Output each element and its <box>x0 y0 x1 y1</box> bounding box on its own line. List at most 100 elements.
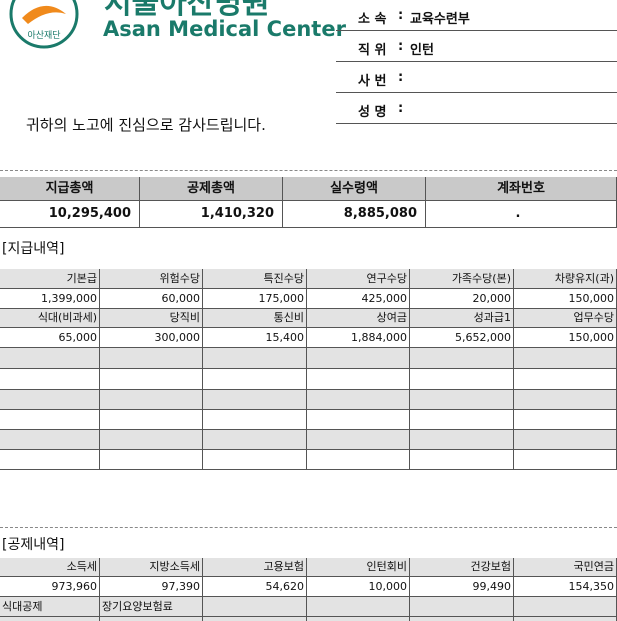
item-value: 65,000 <box>0 328 100 348</box>
summary-header: 공제총액 <box>140 177 283 201</box>
logo-foundation: 아산재단 <box>27 30 60 41</box>
item-value: 5,652,000 <box>410 328 514 348</box>
info-label: 성 명 <box>358 105 387 120</box>
info-line <box>336 30 617 31</box>
info-line <box>336 123 617 124</box>
section-title: [지급내역] <box>2 241 65 257</box>
summary-header: 실수령액 <box>283 177 426 201</box>
empty-cell <box>307 348 410 369</box>
item-value: 1,884,000 <box>307 328 410 348</box>
item-value: 973,960 <box>0 577 100 597</box>
empty-cell <box>410 450 514 470</box>
summary-header: 지급총액 <box>0 177 140 201</box>
empty-cell <box>514 369 617 390</box>
empty-cell <box>0 617 100 621</box>
item-value: 54,620 <box>203 577 307 597</box>
item-label: 기본급 <box>0 269 100 289</box>
item-label: 가족수당(본) <box>410 269 514 289</box>
item-value: 150,000 <box>514 328 617 348</box>
item-label: 위험수당 <box>100 269 203 289</box>
empty-cell <box>203 410 307 430</box>
item-value: 425,000 <box>307 289 410 309</box>
empty-cell <box>307 430 410 450</box>
item-label: 건강보험 <box>410 558 514 577</box>
empty-cell <box>100 369 203 390</box>
empty-cell <box>203 597 307 617</box>
empty-cell <box>100 348 203 369</box>
info-label: 직 위 <box>358 43 387 58</box>
item-value: 20,000 <box>410 289 514 309</box>
info-line <box>336 92 617 93</box>
summary-value: . <box>426 201 617 228</box>
item-value: 175,000 <box>203 289 307 309</box>
item-label: 연구수당 <box>307 269 410 289</box>
item-value: 60,000 <box>100 289 203 309</box>
empty-cell <box>307 410 410 430</box>
empty-cell <box>307 450 410 470</box>
item-value: 15,400 <box>203 328 307 348</box>
summary-value: 10,295,400 <box>0 201 140 228</box>
item-label: 상여금 <box>307 309 410 328</box>
summary-value: 8,885,080 <box>283 201 426 228</box>
item-label: 성과급1 <box>410 309 514 328</box>
empty-cell <box>410 597 514 617</box>
item-label: 장기요양보험료 <box>100 597 203 617</box>
logo-emblem: 아산재단 <box>9 0 79 49</box>
empty-cell <box>307 617 410 621</box>
empty-cell <box>203 390 307 410</box>
empty-cell <box>100 410 203 430</box>
empty-cell <box>0 369 100 390</box>
item-value: 97,390 <box>100 577 203 597</box>
empty-cell <box>307 369 410 390</box>
empty-cell <box>410 348 514 369</box>
info-separator: : <box>398 70 404 85</box>
info-separator: : <box>398 101 404 116</box>
info-value: 교육수련부 <box>410 12 470 27</box>
info-separator: : <box>398 39 404 54</box>
item-label: 통신비 <box>203 309 307 328</box>
logo-english: Asan Medical Center <box>103 17 346 41</box>
item-value: 99,490 <box>410 577 514 597</box>
item-label: 소득세 <box>0 558 100 577</box>
empty-cell <box>410 617 514 621</box>
info-label: 사 번 <box>358 74 387 89</box>
item-value: 1,399,000 <box>0 289 100 309</box>
item-label: 식대(비과세) <box>0 309 100 328</box>
empty-cell <box>0 450 100 470</box>
item-value: 300,000 <box>100 328 203 348</box>
empty-cell <box>514 597 617 617</box>
empty-cell <box>514 410 617 430</box>
item-label: 지방소득세 <box>100 558 203 577</box>
item-value: 154,350 <box>514 577 617 597</box>
item-label: 업무수당 <box>514 309 617 328</box>
empty-cell <box>100 450 203 470</box>
empty-cell <box>0 410 100 430</box>
empty-cell <box>410 430 514 450</box>
summary-header: 계좌번호 <box>426 177 617 201</box>
item-value: 10,000 <box>307 577 410 597</box>
section-title: [공제내역] <box>2 537 65 553</box>
info-line <box>336 61 617 62</box>
empty-cell <box>203 348 307 369</box>
empty-cell <box>514 430 617 450</box>
greeting: 귀하의 노고에 진심으로 감사드립니다. <box>26 116 266 134</box>
info-separator: : <box>398 8 404 23</box>
empty-cell <box>203 617 307 621</box>
item-label: 당직비 <box>100 309 203 328</box>
empty-cell <box>410 369 514 390</box>
item-label: 식대공제 <box>0 597 100 617</box>
item-label: 특진수당 <box>203 269 307 289</box>
divider <box>0 170 617 171</box>
item-label: 고용보험 <box>203 558 307 577</box>
empty-cell <box>410 410 514 430</box>
empty-cell <box>0 348 100 369</box>
item-value: 150,000 <box>514 289 617 309</box>
empty-cell <box>514 450 617 470</box>
empty-cell <box>514 390 617 410</box>
empty-cell <box>514 617 617 621</box>
empty-cell <box>203 430 307 450</box>
item-label: 국민연금 <box>514 558 617 577</box>
item-label: 인턴회비 <box>307 558 410 577</box>
info-value: 인턴 <box>410 43 434 58</box>
